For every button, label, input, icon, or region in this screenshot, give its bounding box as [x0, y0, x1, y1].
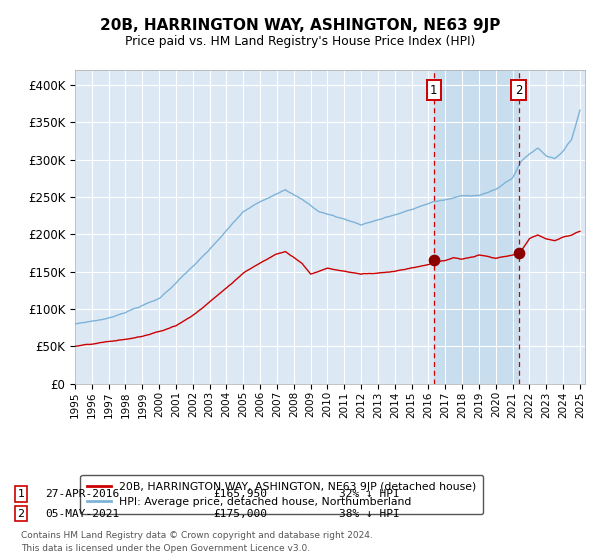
Text: Price paid vs. HM Land Registry's House Price Index (HPI): Price paid vs. HM Land Registry's House …	[125, 35, 475, 49]
Text: £175,000: £175,000	[213, 508, 267, 519]
Legend: 20B, HARRINGTON WAY, ASHINGTON, NE63 9JP (detached house), HPI: Average price, d: 20B, HARRINGTON WAY, ASHINGTON, NE63 9JP…	[80, 475, 483, 514]
Text: Contains HM Land Registry data © Crown copyright and database right 2024.
This d: Contains HM Land Registry data © Crown c…	[21, 531, 373, 553]
Text: 05-MAY-2021: 05-MAY-2021	[45, 508, 119, 519]
Text: 20B, HARRINGTON WAY, ASHINGTON, NE63 9JP: 20B, HARRINGTON WAY, ASHINGTON, NE63 9JP	[100, 18, 500, 32]
Text: 2: 2	[515, 83, 522, 97]
Text: £165,950: £165,950	[213, 489, 267, 499]
Bar	[434, 70, 518, 384]
Text: 1: 1	[17, 489, 25, 499]
Text: 38% ↓ HPI: 38% ↓ HPI	[339, 508, 400, 519]
Text: 1: 1	[430, 83, 437, 97]
Text: 2: 2	[17, 508, 25, 519]
Text: 27-APR-2016: 27-APR-2016	[45, 489, 119, 499]
Text: 32% ↓ HPI: 32% ↓ HPI	[339, 489, 400, 499]
Point	[514, 249, 523, 258]
Point	[429, 255, 439, 264]
